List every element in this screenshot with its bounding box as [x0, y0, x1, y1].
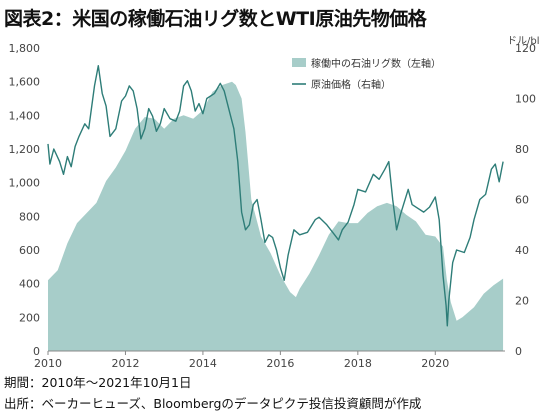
left-y-tick-label: 0: [33, 345, 40, 358]
x-tick-label: 2014: [189, 357, 217, 370]
left-y-tick-label: 1,400: [9, 109, 41, 122]
right-y-tick-label: 100: [515, 93, 536, 106]
left-y-tick-label: 1,000: [9, 177, 41, 190]
x-tick-label: 2010: [34, 357, 62, 370]
right-y-tick-label: 0: [515, 345, 522, 358]
oil-price-line-layer: [47, 65, 504, 327]
x-tick-label: 2018: [344, 357, 372, 370]
legend: 稼働中の石油リグ数（左軸） 原油価格（右軸）: [292, 57, 441, 91]
right-y-tick-label: 80: [515, 143, 529, 156]
right-y-tick-label: 20: [515, 295, 529, 308]
chart-title: 図表2：米国の稼働石油リグ数とWTI原油先物価格: [4, 8, 427, 30]
series-oil-price-line: [47, 65, 504, 327]
source-note: 出所：ベーカーヒューズ、Bloombergのデータピクテ投信投資顧問が作成: [4, 396, 422, 411]
left-y-tick-label: 1,600: [9, 76, 41, 89]
left-y-tick-label: 200: [19, 311, 40, 324]
legend-label-oil-price: 原油価格（右軸）: [311, 78, 391, 91]
chart-plot: 2010 2012 2014 2016 2018 202002004006008001,0…: [9, 36, 540, 370]
period-note: 期間：2010年～2021年10月1日: [4, 375, 192, 390]
left-y-tick-label: 400: [19, 278, 40, 291]
x-tick-label: 2016: [266, 357, 294, 370]
left-y-tick-label: 1,800: [9, 42, 41, 55]
rig-count-area-layer: [48, 81, 504, 351]
right-y-tick-label: 60: [515, 194, 529, 207]
legend-label-rig-count: 稼働中の石油リグ数（左軸）: [311, 57, 441, 70]
x-tick-label: 2020: [421, 357, 449, 370]
series-rig-count-area: [48, 81, 504, 351]
left-y-tick-label: 600: [19, 244, 40, 257]
left-y-tick-label: 800: [19, 210, 40, 223]
right-y-tick-label: 120: [515, 42, 536, 55]
x-tick-label: 2012: [111, 357, 139, 370]
axes-layer: 2010 2012 2014 2016 2018 202002004006008001,0…: [9, 36, 540, 370]
right-y-tick-label: 40: [515, 244, 529, 257]
left-y-tick-label: 1,200: [9, 143, 41, 156]
right-axis-unit: ドル/bl: [507, 36, 540, 47]
legend-swatch-rig-count: [292, 58, 306, 67]
